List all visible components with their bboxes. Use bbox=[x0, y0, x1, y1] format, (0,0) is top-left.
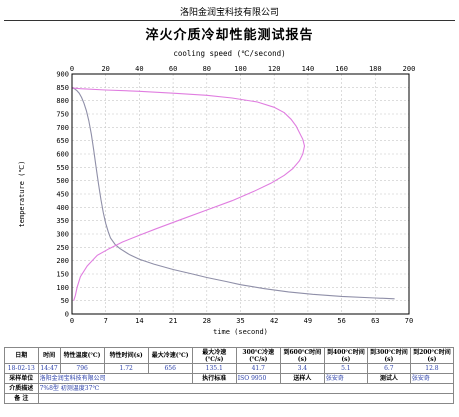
y-tick-label: 200 bbox=[56, 257, 69, 265]
x-tick-label: 42 bbox=[270, 317, 278, 325]
table-value-cell: 1.72 bbox=[103, 363, 149, 374]
y-tick-label: 650 bbox=[56, 137, 69, 145]
y-tick-label: 500 bbox=[56, 177, 69, 185]
top-tick-label: 0 bbox=[70, 65, 74, 73]
company-name: 洛阳金润宝科技有限公司 bbox=[179, 8, 279, 18]
x-tick-label: 14 bbox=[135, 317, 143, 325]
x-axis-label: time (second) bbox=[213, 328, 268, 336]
table-sampler-row: 采样单位 洛阳金润宝科技有限公司 执行标准 ISO 9950 送样人 张安奇 测… bbox=[4, 373, 455, 384]
table-header-cell: 日期 bbox=[4, 347, 39, 364]
y-tick-label: 900 bbox=[56, 71, 69, 79]
y-tick-label: 600 bbox=[56, 151, 69, 159]
table-header-cell: 特性时间(s) bbox=[103, 347, 149, 364]
x-tick-label: 21 bbox=[169, 317, 177, 325]
y-tick-label: 350 bbox=[56, 217, 69, 225]
report-title: 淬火介质冷却性能测试报告 bbox=[145, 28, 314, 43]
y-tick-label: 50 bbox=[61, 297, 69, 305]
y-tick-label: 450 bbox=[56, 191, 69, 199]
top-tick-label: 200 bbox=[403, 65, 416, 73]
table-header-row: 日期 时间 特性温度(℃) 特性时间(s) 最大冷速(℃) 最大冷速(℃/s) 300℃冷速… bbox=[4, 347, 455, 364]
sender-value: 张安奇 bbox=[323, 373, 368, 384]
table-header-cell: 到300℃时间(s) bbox=[366, 347, 411, 364]
table-value-cell: 656 bbox=[147, 363, 193, 374]
top-tick-label: 40 bbox=[135, 65, 143, 73]
y-tick-label: 100 bbox=[56, 284, 69, 292]
table-value-cell: 12.8 bbox=[409, 363, 455, 374]
tester-value: 张安奇 bbox=[409, 373, 455, 384]
tester-label: 测试人 bbox=[366, 373, 411, 384]
y-tick-label: 850 bbox=[56, 84, 69, 92]
table-header-cell: 到400℃时间(s) bbox=[323, 347, 368, 364]
x-tick-label: 70 bbox=[405, 317, 413, 325]
top-tick-label: 120 bbox=[268, 65, 281, 73]
result-table: 日期 时间 特性温度(℃) 特性时间(s) 最大冷速(℃) 最大冷速(℃/s) 300℃冷速… bbox=[4, 347, 455, 404]
table-value-row: 18-02-13 14:47 796 1.72 656 135.1 41.7 3.4 5.1 6.… bbox=[4, 363, 455, 374]
top-tick-label: 160 bbox=[335, 65, 348, 73]
y-tick-label: 750 bbox=[56, 111, 69, 119]
x-tick-label: 35 bbox=[236, 317, 244, 325]
y-tick-label: 150 bbox=[56, 271, 69, 279]
y-tick-label: 300 bbox=[56, 231, 69, 239]
top-tick-label: 180 bbox=[369, 65, 382, 73]
x-tick-label: 0 bbox=[70, 317, 74, 325]
x-tick-label: 28 bbox=[203, 317, 211, 325]
table-value-cell: 14:47 bbox=[37, 363, 61, 374]
table-header-cell: 最大冷速(℃/s) bbox=[191, 347, 237, 364]
table-value-cell: 796 bbox=[59, 363, 105, 374]
table-value-cell: 3.4 bbox=[279, 363, 325, 374]
medium-label: 介质描述 bbox=[4, 383, 39, 394]
header-divider bbox=[4, 20, 455, 21]
top-tick-label: 100 bbox=[234, 65, 247, 73]
tick-labels: 0 7 14 21 28 35 42 49 56 63 700 20 40 60 80 100 120 140 16… bbox=[56, 65, 415, 325]
table-header-cell: 最大冷速(℃) bbox=[147, 347, 193, 364]
y-tick-label: 0 bbox=[65, 311, 69, 319]
cooling-speed-curve bbox=[71, 87, 306, 301]
sampler-label: 采样单位 bbox=[4, 373, 39, 384]
notes-value bbox=[37, 393, 455, 404]
table-value-cell: 18-02-13 bbox=[4, 363, 39, 374]
table-header-cell: 到600℃时间(s) bbox=[279, 347, 325, 364]
standard-value: ISO 9950 bbox=[235, 373, 281, 384]
table-notes-row: 备 注 bbox=[4, 393, 455, 404]
series-layer bbox=[71, 87, 395, 301]
table-value-cell: 135.1 bbox=[191, 363, 237, 374]
y-tick-label: 700 bbox=[56, 124, 69, 132]
grid bbox=[72, 74, 409, 314]
table-header-cell: 到200℃时间(s) bbox=[409, 347, 455, 364]
x-tick-label: 63 bbox=[371, 317, 379, 325]
y-tick-label: 250 bbox=[56, 244, 69, 252]
y-tick-label: 800 bbox=[56, 97, 69, 105]
x-tick-label: 56 bbox=[337, 317, 345, 325]
sampler-value: 洛阳金润宝科技有限公司 bbox=[37, 373, 193, 384]
sender-label: 送样人 bbox=[279, 373, 325, 384]
medium-value: 7%8型 初测温度37℃ bbox=[37, 383, 455, 394]
x-tick-label: 7 bbox=[104, 317, 108, 325]
table-value-cell: 6.7 bbox=[366, 363, 411, 374]
table-header-cell: 300℃冷速(℃/s) bbox=[235, 347, 281, 364]
standard-label: 执行标准 bbox=[191, 373, 237, 384]
table-medium-row: 介质描述 7%8型 初测温度37℃ bbox=[4, 383, 455, 394]
table-value-cell: 41.7 bbox=[235, 363, 281, 374]
top-tick-label: 20 bbox=[101, 65, 109, 73]
plot-frame bbox=[71, 73, 410, 315]
top-tick-label: 80 bbox=[203, 65, 211, 73]
table-header-cell: 时间 bbox=[37, 347, 61, 364]
table-header-cell: 特性温度(℃) bbox=[59, 347, 105, 364]
cooling-chart: 0 7 14 21 28 35 42 49 56 63 700 20 40 60 80 100 120 140 16… bbox=[18, 65, 415, 336]
top-axis-label: cooling speed (℃/second) bbox=[173, 49, 286, 58]
x-tick-label: 49 bbox=[304, 317, 312, 325]
temperature-time-curve bbox=[71, 87, 395, 300]
y-axis-label: temperature (℃) bbox=[18, 161, 26, 228]
y-tick-label: 550 bbox=[56, 164, 69, 172]
top-tick-label: 60 bbox=[169, 65, 177, 73]
top-tick-label: 140 bbox=[302, 65, 315, 73]
table-value-cell: 5.1 bbox=[323, 363, 368, 374]
notes-label: 备 注 bbox=[4, 393, 39, 404]
y-tick-label: 400 bbox=[56, 204, 69, 212]
